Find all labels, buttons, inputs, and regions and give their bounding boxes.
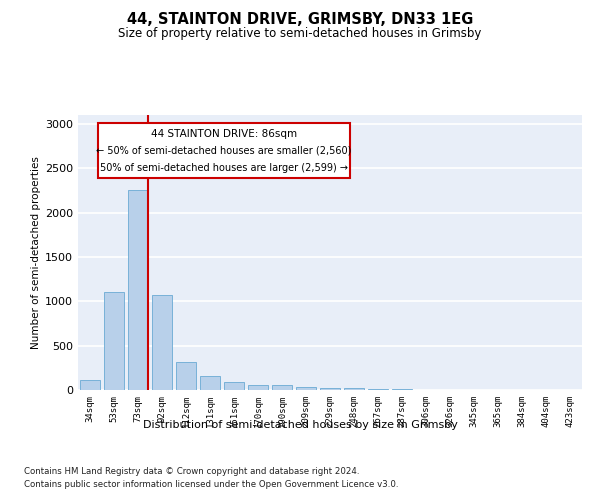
Bar	[152, 295, 172, 390]
Y-axis label: Number of semi-detached properties: Number of semi-detached properties	[31, 156, 41, 349]
Text: Contains public sector information licensed under the Open Government Licence v3: Contains public sector information licen…	[24, 480, 398, 489]
Bar	[128, 190, 148, 390]
Text: 44 STAINTON DRIVE: 86sqm: 44 STAINTON DRIVE: 86sqm	[151, 129, 297, 139]
Bar	[98, 123, 350, 178]
Bar	[248, 384, 268, 390]
Bar	[344, 388, 364, 390]
Text: 50% of semi-detached houses are larger (2,599) →: 50% of semi-detached houses are larger (…	[100, 164, 348, 173]
Text: Distribution of semi-detached houses by size in Grimsby: Distribution of semi-detached houses by …	[143, 420, 457, 430]
Text: Contains HM Land Registry data © Crown copyright and database right 2024.: Contains HM Land Registry data © Crown c…	[24, 468, 359, 476]
Bar	[224, 382, 244, 390]
Text: Size of property relative to semi-detached houses in Grimsby: Size of property relative to semi-detach…	[118, 28, 482, 40]
Text: 44, STAINTON DRIVE, GRIMSBY, DN33 1EG: 44, STAINTON DRIVE, GRIMSBY, DN33 1EG	[127, 12, 473, 28]
Bar	[296, 387, 316, 390]
Bar	[272, 385, 292, 390]
Bar	[200, 376, 220, 390]
Bar	[320, 388, 340, 390]
Text: ← 50% of semi-detached houses are smaller (2,560): ← 50% of semi-detached houses are smalle…	[97, 146, 352, 156]
Bar	[104, 292, 124, 390]
Bar	[368, 388, 388, 390]
Bar	[80, 380, 100, 390]
Bar	[176, 362, 196, 390]
Bar	[392, 389, 412, 390]
